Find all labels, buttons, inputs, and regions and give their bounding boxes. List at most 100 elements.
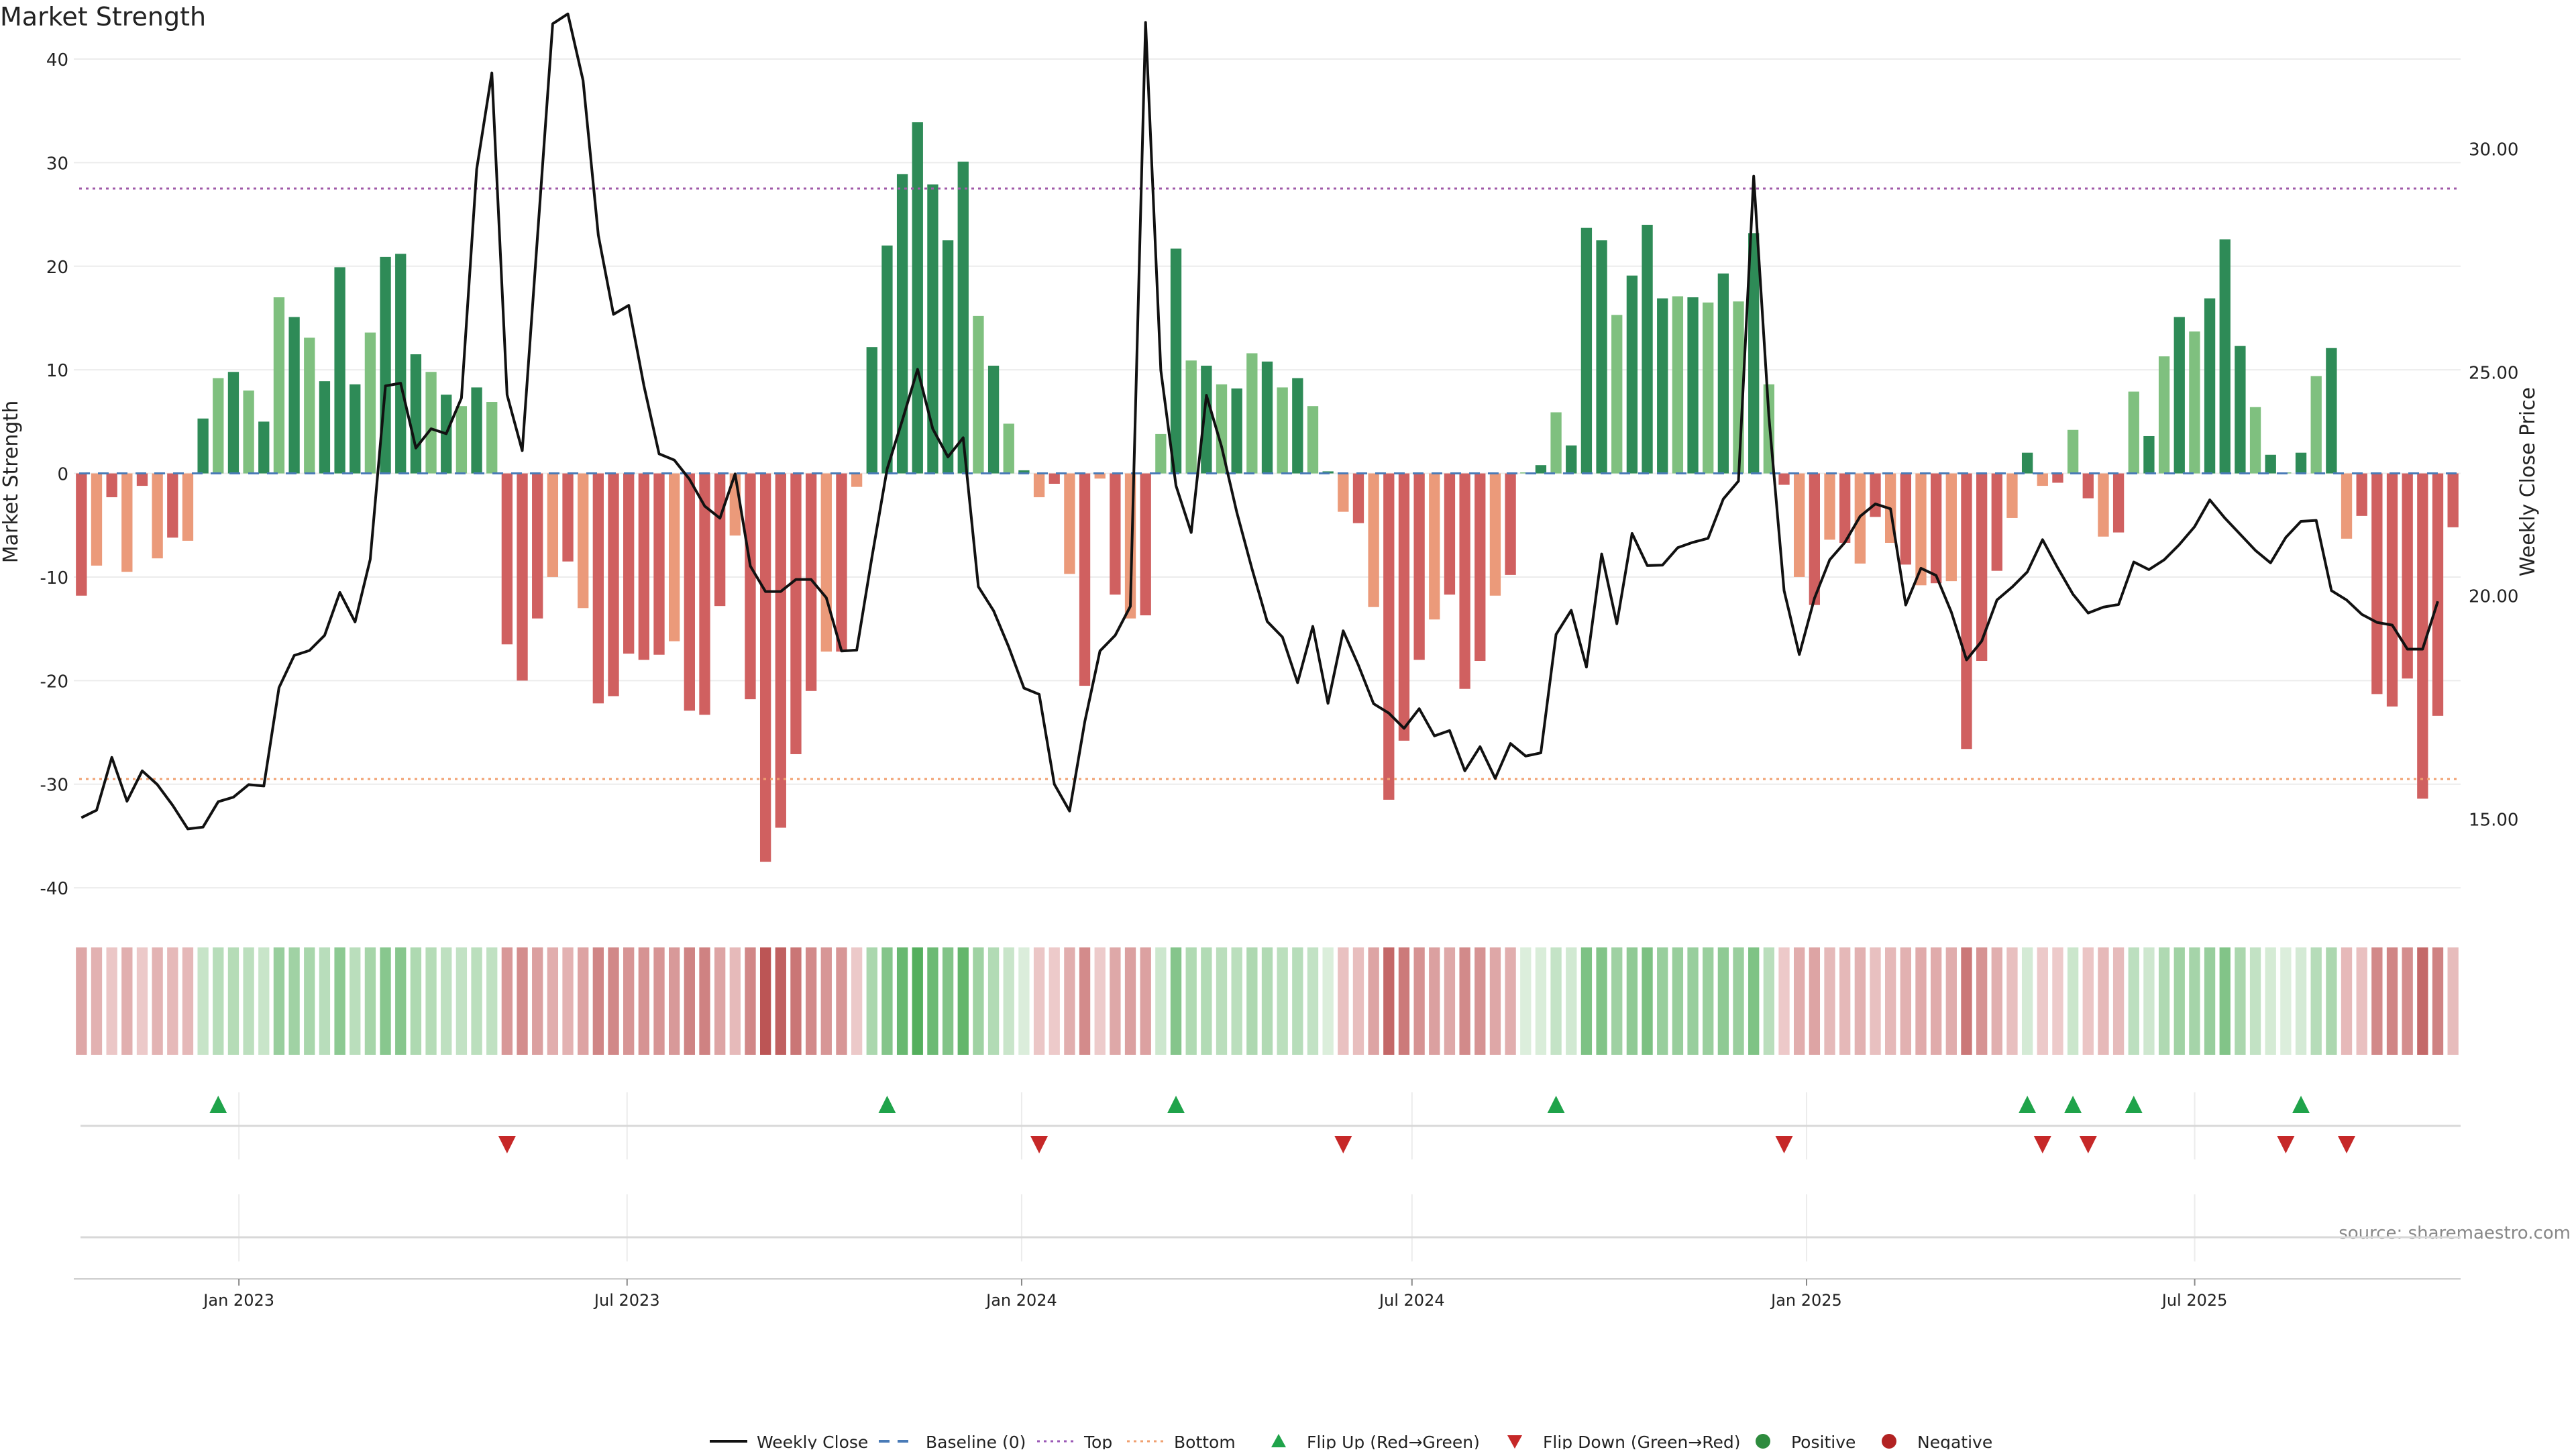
strength-bar	[304, 338, 315, 474]
y-tick-label: 0	[57, 465, 68, 485]
strength-bar	[2356, 473, 2367, 516]
strength-cell	[380, 947, 391, 1055]
strength-bar	[1703, 302, 1714, 474]
strength-bar	[243, 391, 254, 474]
strength-bar	[1003, 423, 1014, 474]
strength-cell	[2128, 947, 2139, 1055]
strength-cell	[1261, 947, 1273, 1055]
strength-bar	[1809, 473, 1821, 605]
strength-bar	[1976, 473, 1988, 662]
strength-bar	[653, 473, 665, 655]
strength-bar	[1778, 473, 1790, 485]
strength-bar	[1079, 473, 1091, 686]
strength-bar	[2006, 473, 2018, 518]
y-tick-label: -20	[40, 672, 68, 692]
legend-label: Weekly Close	[757, 1433, 868, 1449]
strength-cell	[745, 947, 756, 1055]
strength-bar	[562, 473, 574, 562]
strength-cell	[592, 947, 604, 1055]
strength-bar	[2128, 391, 2139, 474]
strength-bar	[2371, 473, 2383, 694]
strength-cell	[820, 947, 832, 1055]
strength-bar	[820, 473, 832, 652]
strength-cell	[1429, 947, 1440, 1055]
strength-cell	[547, 947, 559, 1055]
bar-layer	[76, 122, 2459, 862]
strength-bar	[638, 473, 649, 660]
strength-bar	[410, 354, 422, 474]
flip-down-marker	[2338, 1136, 2356, 1153]
strength-bar	[2143, 435, 2155, 474]
strength-cell	[1003, 947, 1014, 1055]
flip-up-marker	[2019, 1096, 2037, 1113]
strength-bar	[1398, 473, 1410, 741]
flip-up-marker	[2125, 1096, 2143, 1113]
strength-cell	[562, 947, 574, 1055]
strength-cell	[1657, 947, 1668, 1055]
axes-layer: 40 30 20 10 0 -10 -20 -30 -40 30.00 25.00 20.00 15.0…	[40, 50, 2519, 1310]
strength-bar	[1945, 473, 1957, 582]
strength-cell	[1322, 947, 1334, 1055]
strength-cell	[927, 947, 938, 1055]
strength-cell	[957, 947, 969, 1055]
strength-bar	[684, 473, 695, 711]
strength-bar	[2310, 376, 2322, 474]
flip-up-marker	[878, 1096, 896, 1113]
y-tick-label: 40	[46, 50, 68, 70]
strength-cell	[973, 947, 984, 1055]
strength-bar	[1413, 473, 1425, 660]
strength-bar	[2295, 452, 2307, 474]
strength-bar	[881, 245, 893, 474]
strength-bar	[669, 473, 680, 641]
strength-bar	[2447, 473, 2459, 527]
legend-label: Negative	[1917, 1433, 1992, 1449]
strength-bar	[2417, 473, 2428, 799]
strength-bar	[532, 473, 543, 619]
strength-cell	[2219, 947, 2231, 1055]
x-tick-label: Jan 2023	[202, 1291, 274, 1310]
strength-cell	[608, 947, 619, 1055]
strength-bar	[987, 365, 1000, 474]
flip-down-marker	[1030, 1136, 1049, 1153]
strength-bar	[1018, 470, 1030, 474]
y-tick-label: 20	[46, 258, 68, 278]
strength-bar	[182, 473, 194, 541]
strength-bar	[152, 473, 163, 559]
strength-bar	[106, 473, 117, 498]
strength-cell	[1398, 947, 1410, 1055]
strength-bar	[866, 347, 877, 474]
strength-bar	[1611, 315, 1623, 474]
strength-cell	[2082, 947, 2094, 1055]
strength-cell	[273, 947, 285, 1055]
strength-cell	[258, 947, 270, 1055]
flip-markers	[209, 1096, 2356, 1153]
strength-bar	[1444, 473, 1456, 595]
strength-bar	[1307, 406, 1319, 474]
strength-bar	[547, 473, 559, 577]
strength-cell	[2067, 947, 2079, 1055]
strength-cell	[881, 947, 893, 1055]
strength-bar	[912, 122, 923, 474]
strength-cell	[684, 947, 695, 1055]
strength-bar	[1839, 473, 1851, 543]
strength-bar	[1352, 473, 1364, 523]
flip-down-marker	[498, 1136, 516, 1153]
strength-cell	[1292, 947, 1303, 1055]
strength-cell	[152, 947, 163, 1055]
flip-down-marker	[2277, 1136, 2295, 1153]
strength-bar	[1535, 465, 1547, 474]
strength-bar	[2174, 317, 2185, 474]
strength-bar	[1338, 473, 1349, 512]
strength-bar	[1991, 473, 2002, 571]
strength-cell	[2386, 947, 2398, 1055]
strength-bar	[699, 473, 710, 715]
strength-cell	[851, 947, 863, 1055]
strength-bar	[1429, 473, 1440, 620]
strength-cell	[1854, 947, 1866, 1055]
source-note: source: sharemaestro.com	[2339, 1223, 2571, 1243]
strength-cell	[1778, 947, 1790, 1055]
strength-cell	[1474, 947, 1486, 1055]
weekly-close-line	[80, 12, 2439, 831]
strength-cell	[1140, 947, 1151, 1055]
